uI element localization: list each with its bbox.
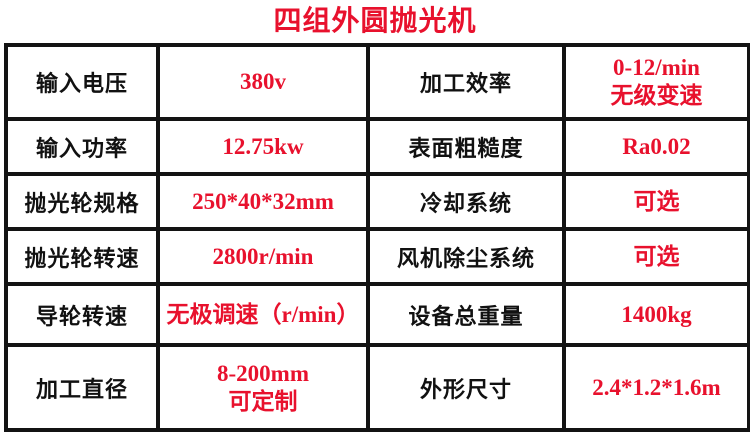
- spec-value: 8-200mm 可定制: [156, 343, 370, 432]
- spec-value: 250*40*32mm: [156, 172, 370, 231]
- spec-value: 2800r/min: [156, 227, 370, 286]
- spec-row: 抛光轮转速 2800r/min 风机除尘系统 可选: [4, 227, 750, 286]
- spec-value: 无极调速（r/min）: [156, 282, 370, 347]
- spec-row: 输入功率 12.75kw 表面粗糙度 Ra0.02: [4, 117, 750, 176]
- spec-value: Ra0.02: [562, 117, 750, 176]
- spec-row: 加工直径 8-200mm 可定制 外形尺寸 2.4*1.2*1.6m: [4, 343, 750, 432]
- spec-label: 输入功率: [4, 117, 160, 176]
- spec-label: 冷却系统: [366, 172, 566, 231]
- spec-row: 输入电压 380v 加工效率 0-12/min 无级变速: [4, 43, 750, 121]
- spec-label: 加工直径: [4, 343, 160, 432]
- spec-label: 外形尺寸: [366, 343, 566, 432]
- spec-label: 抛光轮转速: [4, 227, 160, 286]
- spec-value: 可选: [562, 227, 750, 286]
- spec-label: 抛光轮规格: [4, 172, 160, 231]
- spec-value: 1400kg: [562, 282, 750, 347]
- spec-value: 12.75kw: [156, 117, 370, 176]
- spec-row: 抛光轮规格 250*40*32mm 冷却系统 可选: [4, 172, 750, 231]
- spec-row: 导轮转速 无极调速（r/min） 设备总重量 1400kg: [4, 282, 750, 347]
- spec-label: 输入电压: [4, 43, 160, 121]
- spec-label: 导轮转速: [4, 282, 160, 347]
- spec-value: 可选: [562, 172, 750, 231]
- spec-value: 0-12/min 无级变速: [562, 43, 750, 121]
- spec-label: 风机除尘系统: [366, 227, 566, 286]
- spec-label: 设备总重量: [366, 282, 566, 347]
- spec-value: 380v: [156, 43, 370, 121]
- spec-table: 输入电压 380v 加工效率 0-12/min 无级变速 输入功率 12.75k…: [4, 43, 750, 432]
- spec-label: 表面粗糙度: [366, 117, 566, 176]
- spec-label: 加工效率: [366, 43, 566, 121]
- spec-value: 2.4*1.2*1.6m: [562, 343, 750, 432]
- page-title: 四组外圆抛光机: [273, 6, 477, 37]
